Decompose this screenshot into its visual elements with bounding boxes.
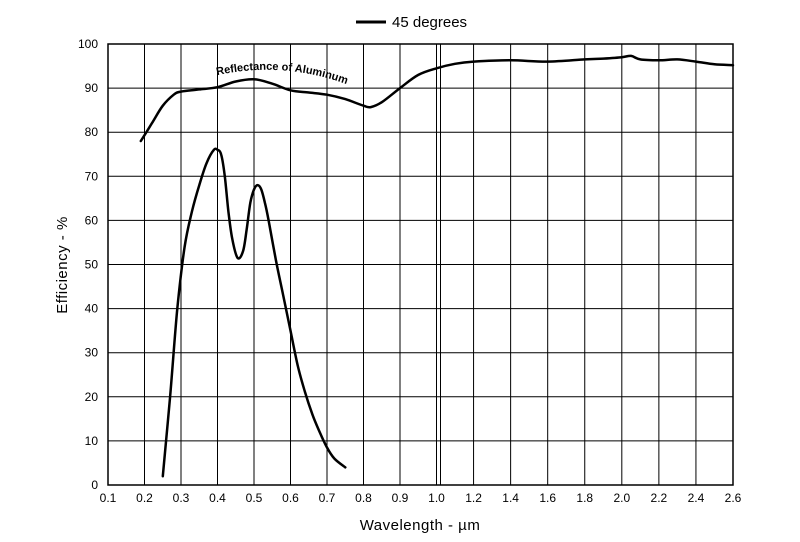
y-tick-label: 100 [78, 37, 98, 51]
x-tick-label: 0.6 [282, 491, 299, 505]
y-tick-label: 50 [85, 258, 99, 272]
x-tick-label: 1.8 [576, 491, 593, 505]
y-axis-ticks: 0 10 20 30 40 50 60 70 80 90 100 [78, 37, 98, 492]
y-tick-label: 80 [85, 125, 99, 139]
y-tick-label: 60 [85, 213, 99, 227]
x-tick-label: 0.5 [246, 491, 263, 505]
reflectance-aluminum-curve [139, 54, 735, 143]
y-tick-label: 70 [85, 169, 99, 183]
legend: 45 degrees [356, 14, 467, 31]
x-tick-label: 0.7 [319, 491, 336, 505]
x-tick-label: 2.6 [725, 491, 742, 505]
x-tick-label: 1.2 [465, 491, 482, 505]
y-tick-label: 10 [85, 434, 99, 448]
y-tick-label: 30 [85, 346, 99, 360]
x-tick-label: 0.3 [173, 491, 190, 505]
reflectance-annotation: Reflectance of Aluminum [215, 61, 350, 87]
x-tick-label: 0.9 [392, 491, 409, 505]
x-tick-label: 0.8 [355, 491, 372, 505]
x-tick-label: 0.4 [209, 491, 226, 505]
y-tick-label: 20 [85, 390, 99, 404]
x-tick-label: 2.4 [688, 491, 705, 505]
plot-frame [107, 43, 734, 486]
legend-label: 45 degrees [392, 14, 467, 31]
x-axis-ticks: 0.1 0.2 0.3 0.4 0.5 0.6 0.7 0.8 0.9 1.0 1.2 1.4 1.6 1… [100, 491, 742, 505]
efficiency-45deg-curve [161, 147, 347, 478]
x-tick-label: 0.1 [100, 491, 117, 505]
y-tick-label: 0 [91, 478, 98, 492]
x-tick-label: 2.2 [651, 491, 668, 505]
x-tick-label: 0.2 [136, 491, 153, 505]
grid-lines [108, 44, 733, 485]
x-axis-title: Wavelength - µm [360, 517, 481, 534]
x-tick-label: 1.4 [502, 491, 519, 505]
x-tick-label: 1.6 [539, 491, 556, 505]
x-tick-label: 1.0 [428, 491, 445, 505]
y-tick-label: 40 [85, 302, 99, 316]
y-tick-label: 90 [85, 81, 99, 95]
y-axis-title: Efficiency - % [54, 216, 71, 314]
x-tick-label: 2.0 [613, 491, 630, 505]
